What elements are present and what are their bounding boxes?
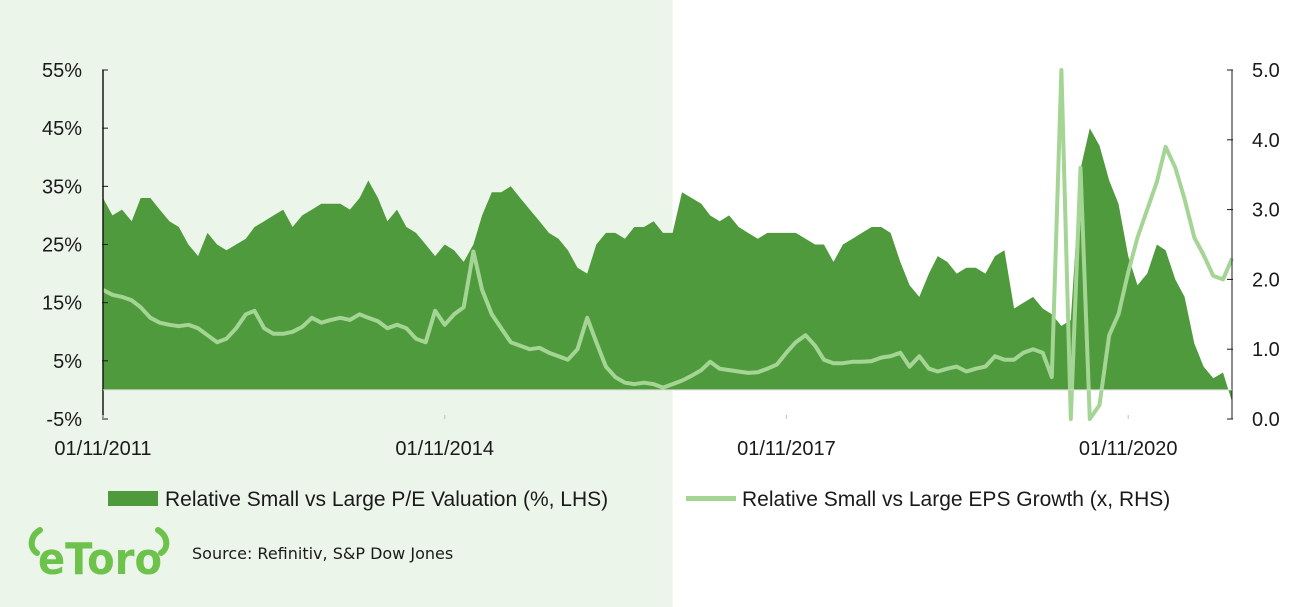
source-note: Source: Refinitiv, S&P Dow Jones — [192, 544, 453, 563]
logo-horn-left-icon — [28, 527, 43, 556]
legend-label-eps-growth: Relative Small vs Large EPS Growth (x, R… — [742, 488, 1170, 511]
y-right-tick-label: 1.0 — [1252, 339, 1280, 361]
y-left-tick-label: 45% — [42, 118, 82, 140]
etoro-logo: eToro — [28, 527, 170, 585]
y-left-tick-label: 55% — [42, 60, 82, 82]
y-right-tick-label: 3.0 — [1252, 200, 1280, 222]
series-area-pe-valuation — [103, 128, 1232, 402]
legend: Relative Small vs Large P/E Valuation (%… — [108, 488, 1170, 511]
x-tick-label: 01/11/2011 — [54, 438, 151, 460]
x-tick-label: 01/11/2014 — [395, 438, 494, 460]
y-left-tick-label: 25% — [42, 235, 82, 257]
logo-wordmark: eToro — [38, 534, 162, 585]
axes-layer: -5% 5% 15% 25% 35% 45% 55% 0.0 1.0 2.0 3.0 4.0 5.0 01… — [42, 60, 1280, 460]
y-right-tick-label: 0.0 — [1252, 409, 1280, 431]
y-right-tick-label: 2.0 — [1252, 269, 1280, 291]
series-layer — [102, 68, 1234, 421]
series-line-eps-growth — [102, 68, 1234, 421]
x-tick-label: 01/11/2020 — [1079, 438, 1178, 460]
legend-label-pe-valuation: Relative Small vs Large P/E Valuation (%… — [165, 488, 608, 511]
y-left-tick-label: 5% — [53, 351, 82, 373]
y-right-tick-label: 4.0 — [1252, 130, 1280, 152]
y-right-tick-label: 5.0 — [1252, 60, 1280, 82]
y-left-tick-label: 35% — [42, 176, 82, 198]
logo-horn-right-icon — [155, 527, 170, 556]
x-tick-label: 01/11/2017 — [737, 438, 836, 460]
y-left-tick-label: -5% — [46, 409, 82, 431]
y-left-tick-label: 15% — [42, 293, 82, 315]
legend-swatch-pe-valuation — [108, 491, 158, 506]
